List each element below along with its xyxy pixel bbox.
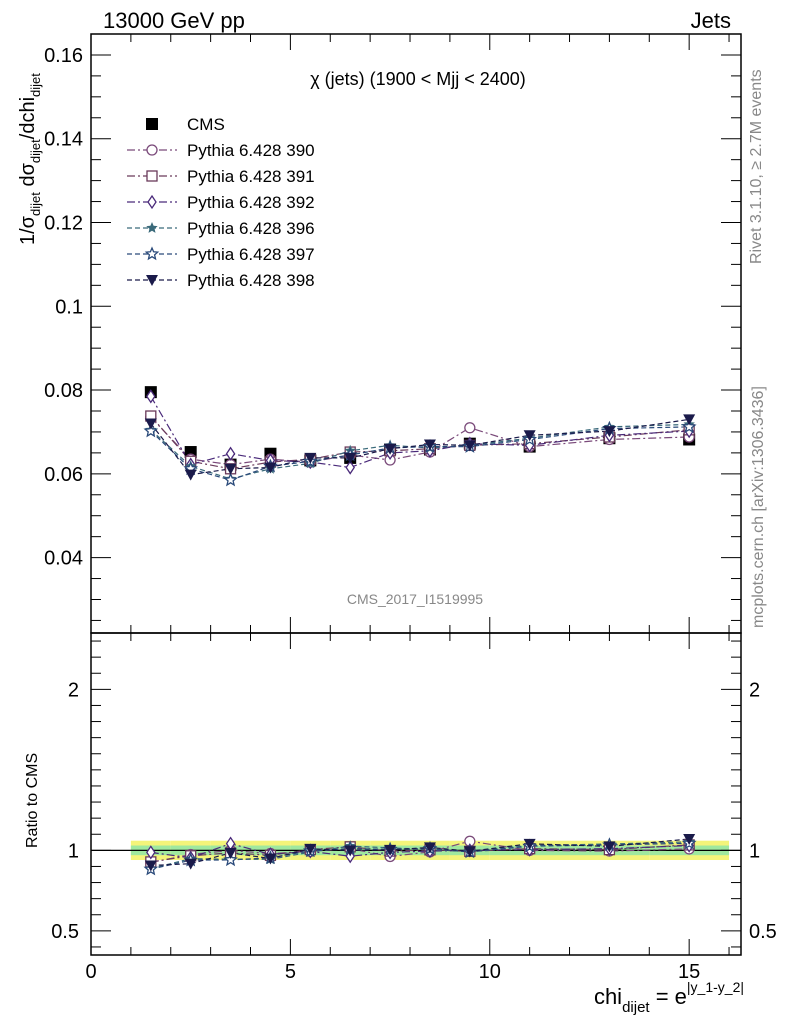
- x-axis-label: chidijet = e|y_1-y_2|: [594, 979, 744, 1016]
- legend-label-5: Pythia 6.428 397: [187, 245, 315, 264]
- legend-marker-4: [146, 222, 158, 233]
- plot-title: χ (jets) (1900 < Mjj < 2400): [310, 69, 526, 89]
- series-point-5: [143, 423, 159, 438]
- legend-label-3: Pythia 6.428 392: [187, 193, 315, 212]
- analysis-tag: CMS_2017_I1519995: [347, 591, 483, 607]
- y-tick-label: 0.08: [44, 380, 83, 402]
- x-tick-label: 10: [479, 961, 501, 983]
- series-point-3: [345, 460, 355, 475]
- y-tick-label: 0.06: [44, 464, 83, 486]
- series-point-6: [304, 452, 317, 464]
- ratio-point-6: [264, 853, 277, 865]
- series-point-6: [523, 430, 536, 442]
- legend-marker-2: [146, 170, 158, 182]
- series-point-6: [423, 439, 436, 451]
- series-line-4: [150, 423, 690, 480]
- y-tick-label: 0.12: [44, 212, 83, 234]
- ratio-frame: [90, 632, 742, 956]
- series-point-6: [603, 426, 616, 438]
- ratio-point-6: [683, 834, 696, 846]
- ratio-y-tick-label: 0.5: [51, 921, 79, 943]
- ratio-point-6: [523, 838, 536, 850]
- legend-label-6: Pythia 6.428 398: [187, 271, 315, 290]
- ratio-point-6: [463, 846, 476, 858]
- legend-marker-data: [146, 118, 158, 130]
- series-point-5: [681, 419, 697, 434]
- ratio-y-axis-label: Ratio to CMS: [24, 753, 41, 848]
- legend-label-data: CMS: [187, 115, 225, 134]
- series-point-6: [144, 418, 157, 430]
- series-point-6: [224, 463, 237, 475]
- legend-label-4: Pythia 6.428 396: [187, 219, 315, 238]
- x-tick-label: 0: [85, 961, 96, 983]
- series-point-3: [146, 389, 156, 404]
- ratio-y-tick-label-right: 1: [749, 840, 760, 862]
- legend-marker-3: [147, 194, 157, 210]
- x-tick-label: 5: [285, 961, 296, 983]
- ratio-y-tick-label-right: 0.5: [749, 921, 777, 943]
- series-point-6: [683, 414, 696, 426]
- y-tick-label: 0.04: [44, 548, 83, 570]
- y-tick-label: 0.14: [44, 129, 83, 151]
- y-tick-label: 0.16: [44, 45, 83, 67]
- ratio-line-6: [150, 838, 690, 867]
- series-line-6: [150, 418, 690, 476]
- y-axis-label: 1/σdijet dσdijet/dchidijet: [17, 73, 43, 245]
- series-point-6: [344, 452, 357, 464]
- ratio-line-4: [150, 841, 690, 870]
- ratio-point-3: [146, 845, 156, 860]
- ratio-line-3: [150, 842, 690, 859]
- header-right: Jets: [691, 8, 731, 33]
- ratio-point-6: [603, 841, 616, 853]
- ratio-plot: 0 5 10 15 0.5 0.5 1 1 2 2: [51, 632, 777, 983]
- series-line-1: [150, 416, 690, 466]
- legend-marker-6: [146, 275, 158, 286]
- series-point-1: [464, 422, 476, 434]
- series-line-2: [150, 415, 690, 470]
- ratio-point-6: [344, 845, 357, 857]
- legend-marker-1: [146, 144, 158, 156]
- series-point-3: [225, 446, 236, 461]
- ratio-point-6: [304, 843, 317, 855]
- ratio-point-6: [224, 847, 237, 859]
- series-point-5: [223, 472, 238, 487]
- ratio-point-6: [144, 860, 157, 872]
- ratio-line-5: [150, 842, 690, 870]
- ratio-point-6: [384, 844, 397, 856]
- ratio-line-1: [150, 840, 690, 864]
- y-tick-label: 0.1: [55, 296, 83, 318]
- ratio-point-6: [423, 842, 436, 854]
- series-point-6: [384, 443, 397, 455]
- legend: CMS Pythia 6.428 390 Pythia 6.428 391 Pythi…: [127, 115, 315, 290]
- series-point-6: [264, 462, 277, 474]
- side-label-rivet: Rivet 3.1.10, ≥ 2.7M events: [748, 69, 765, 264]
- x-tick-label: 15: [678, 961, 700, 983]
- ratio-point-5: [223, 852, 238, 867]
- series-point-6: [184, 469, 197, 481]
- series-point-6: [463, 440, 476, 452]
- ratio-y-tick-label: 2: [68, 679, 79, 701]
- side-label-mcplots: mcplots.cern.ch [arXiv:1306.3436]: [750, 386, 767, 628]
- legend-label-2: Pythia 6.428 391: [187, 167, 315, 186]
- legend-label-1: Pythia 6.428 390: [187, 141, 315, 160]
- ratio-point-6: [184, 858, 197, 870]
- main-plot: 0.04 0.06 0.08 0.1 0.12 0.14 0.16: [44, 33, 742, 955]
- series-line-3: [150, 395, 690, 469]
- ratio-line-2: [150, 844, 690, 863]
- ratio-y-tick-label-right: 2: [749, 679, 760, 701]
- ratio-y-tick-label: 1: [68, 840, 79, 862]
- legend-marker-5: [144, 246, 160, 261]
- header-left: 13000 GeV pp: [103, 8, 245, 33]
